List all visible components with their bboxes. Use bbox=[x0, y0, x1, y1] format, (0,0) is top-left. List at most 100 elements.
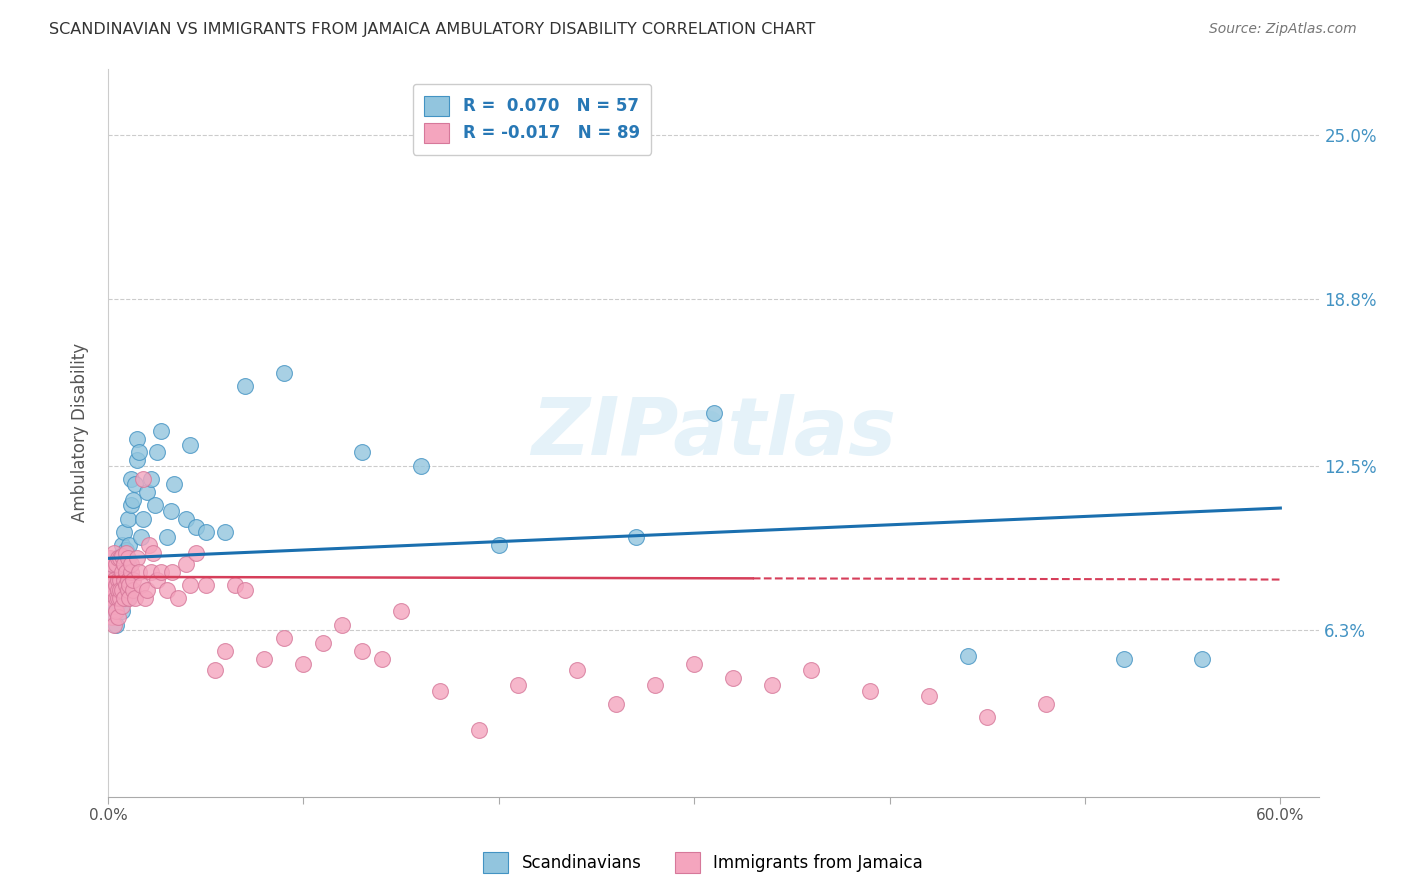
Point bbox=[624, 530, 647, 544]
Point bbox=[111, 604, 134, 618]
Point bbox=[117, 591, 139, 606]
Point bbox=[104, 617, 127, 632]
Point bbox=[224, 578, 246, 592]
Text: SCANDINAVIAN VS IMMIGRANTS FROM JAMAICA AMBULATORY DISABILITY CORRELATION CHART: SCANDINAVIAN VS IMMIGRANTS FROM JAMAICA … bbox=[49, 22, 815, 37]
Point bbox=[350, 644, 373, 658]
Point bbox=[1112, 652, 1135, 666]
Point bbox=[112, 524, 135, 539]
Point bbox=[101, 609, 124, 624]
Point bbox=[98, 551, 121, 566]
Point bbox=[565, 663, 588, 677]
Point bbox=[111, 573, 134, 587]
Point bbox=[108, 583, 131, 598]
Y-axis label: Ambulatory Disability: Ambulatory Disability bbox=[72, 343, 89, 522]
Point bbox=[292, 657, 315, 672]
Point bbox=[122, 493, 145, 508]
Point bbox=[761, 678, 783, 692]
Point bbox=[142, 546, 165, 560]
Point bbox=[117, 573, 139, 587]
Point bbox=[104, 565, 127, 579]
Point bbox=[129, 530, 152, 544]
Point bbox=[508, 678, 530, 692]
Point bbox=[859, 683, 882, 698]
Point bbox=[155, 583, 177, 598]
Point bbox=[1191, 652, 1213, 666]
Point bbox=[107, 596, 129, 610]
Point bbox=[103, 573, 125, 587]
Point bbox=[136, 485, 159, 500]
Point bbox=[429, 683, 451, 698]
Point bbox=[104, 604, 127, 618]
Point bbox=[112, 565, 135, 579]
Point bbox=[108, 589, 131, 603]
Point bbox=[120, 565, 142, 579]
Point bbox=[194, 578, 217, 592]
Point bbox=[128, 565, 150, 579]
Point bbox=[114, 578, 136, 592]
Point bbox=[409, 458, 432, 473]
Point bbox=[107, 609, 129, 624]
Point bbox=[122, 573, 145, 587]
Point bbox=[146, 573, 169, 587]
Point bbox=[800, 663, 823, 677]
Point bbox=[124, 477, 146, 491]
Point bbox=[143, 499, 166, 513]
Point bbox=[179, 578, 201, 592]
Point bbox=[644, 678, 666, 692]
Point bbox=[117, 551, 139, 566]
Point bbox=[108, 591, 131, 606]
Point bbox=[114, 583, 136, 598]
Point bbox=[108, 549, 131, 563]
Point bbox=[112, 591, 135, 606]
Point bbox=[253, 652, 276, 666]
Point bbox=[179, 437, 201, 451]
Point bbox=[149, 565, 172, 579]
Point bbox=[98, 583, 121, 598]
Point bbox=[703, 406, 725, 420]
Point bbox=[101, 557, 124, 571]
Point bbox=[103, 573, 125, 587]
Point bbox=[118, 578, 141, 592]
Point bbox=[129, 578, 152, 592]
Point bbox=[104, 557, 127, 571]
Point bbox=[101, 609, 124, 624]
Point bbox=[468, 723, 491, 738]
Point bbox=[204, 663, 226, 677]
Point bbox=[122, 583, 145, 598]
Point bbox=[917, 689, 939, 703]
Point bbox=[233, 583, 256, 598]
Point bbox=[108, 551, 131, 566]
Point bbox=[214, 524, 236, 539]
Point bbox=[114, 543, 136, 558]
Point bbox=[103, 617, 125, 632]
Point bbox=[101, 565, 124, 579]
Point bbox=[103, 583, 125, 598]
Point bbox=[104, 578, 127, 592]
Point bbox=[139, 472, 162, 486]
Point bbox=[118, 538, 141, 552]
Point bbox=[184, 546, 207, 560]
Text: Source: ZipAtlas.com: Source: ZipAtlas.com bbox=[1209, 22, 1357, 37]
Point bbox=[117, 583, 139, 598]
Point bbox=[194, 524, 217, 539]
Point bbox=[124, 591, 146, 606]
Point bbox=[163, 477, 186, 491]
Point bbox=[114, 546, 136, 560]
Point bbox=[111, 583, 134, 598]
Point bbox=[184, 519, 207, 533]
Point bbox=[389, 604, 412, 618]
Point bbox=[332, 617, 354, 632]
Point bbox=[103, 599, 125, 613]
Point bbox=[107, 583, 129, 598]
Point bbox=[159, 504, 181, 518]
Point bbox=[128, 445, 150, 459]
Point bbox=[120, 557, 142, 571]
Point bbox=[104, 591, 127, 606]
Point bbox=[127, 432, 149, 446]
Point bbox=[107, 591, 129, 606]
Point bbox=[117, 557, 139, 571]
Point bbox=[132, 511, 155, 525]
Point bbox=[155, 530, 177, 544]
Point bbox=[107, 573, 129, 587]
Point bbox=[605, 697, 627, 711]
